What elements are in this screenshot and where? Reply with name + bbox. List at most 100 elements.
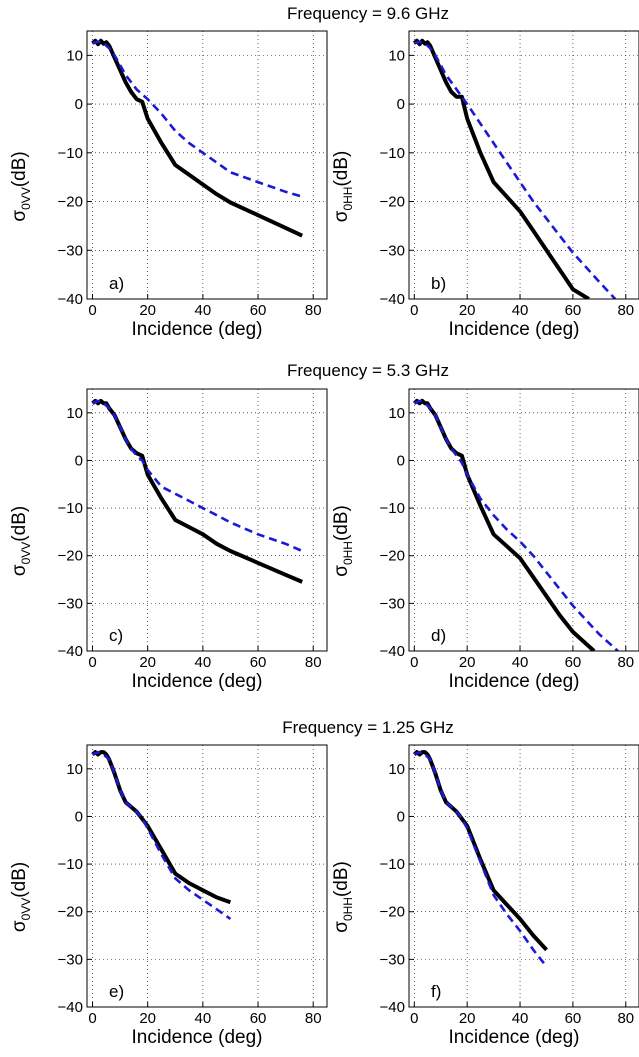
row-title-3: Frequency = 1.25 GHz (282, 718, 454, 737)
y-tick-label: −20 (58, 548, 83, 565)
y-tick-label: 10 (388, 47, 405, 64)
y-tick-label: 0 (75, 96, 83, 113)
y-tick-label: −20 (380, 904, 405, 921)
y-axis-label: σ0VV(dB) (9, 151, 33, 221)
y-axis-label: σ0HH(dB) (331, 505, 355, 577)
series-group (91, 750, 232, 920)
series-solid-line (91, 750, 232, 905)
series-group (91, 38, 304, 238)
y-tick-label: 0 (397, 452, 405, 469)
x-tick-label: 40 (512, 302, 529, 319)
x-tick-label: 60 (565, 1010, 582, 1027)
panel-label: d) (431, 626, 446, 645)
y-tick-label: −40 (58, 999, 83, 1016)
x-axis-label: Incidence (deg) (449, 1027, 580, 1048)
x-tick-label: 0 (410, 1010, 418, 1027)
series-solid-line (91, 38, 304, 238)
y-tick-label: 10 (66, 761, 83, 778)
y-tick-label: 0 (397, 96, 405, 113)
row-title-2: Frequency = 5.3 GHz (287, 361, 449, 380)
x-tick-label: 80 (617, 1010, 634, 1027)
y-tick-label: −30 (380, 951, 405, 968)
series-group (412, 38, 617, 299)
x-axis-label: Incidence (deg) (132, 319, 263, 340)
y-tick-label: 0 (397, 808, 405, 825)
x-tick-label: 80 (305, 654, 322, 671)
y-axis-label: σ0HH(dB) (331, 861, 355, 933)
x-tick-label: 60 (565, 654, 582, 671)
x-tick-label: 80 (617, 654, 634, 671)
x-tick-label: 0 (88, 654, 96, 671)
x-tick-label: 40 (195, 1010, 212, 1027)
y-tick-label: −10 (58, 856, 83, 873)
x-tick-label: 0 (88, 302, 96, 319)
x-tick-label: 0 (410, 654, 418, 671)
series-solid-line (91, 398, 303, 584)
x-tick-label: 20 (139, 302, 156, 319)
y-tick-label: −40 (380, 643, 405, 660)
series-dashed-line (92, 40, 303, 198)
y-tick-label: −10 (58, 145, 83, 162)
y-tick-label: 10 (388, 405, 405, 422)
y-tick-label: −40 (58, 291, 83, 308)
axes-frame (86, 30, 328, 300)
x-tick-label: 80 (305, 1010, 322, 1027)
x-tick-label: 40 (512, 1010, 529, 1027)
y-tick-label: 0 (75, 452, 83, 469)
y-tick-label: −30 (58, 951, 83, 968)
x-axis-label: Incidence (deg) (449, 319, 580, 340)
panel-label: f) (431, 982, 441, 1001)
y-tick-label: −40 (58, 643, 83, 660)
y-tick-label: 10 (66, 405, 83, 422)
series-group (91, 398, 303, 584)
x-tick-label: 20 (459, 654, 476, 671)
y-tick-label: 10 (66, 47, 83, 64)
y-axis-label: σ0VV(dB) (9, 862, 33, 932)
row-title-1: Frequency = 9.6 GHz (287, 4, 449, 23)
x-tick-label: 0 (88, 1010, 96, 1027)
x-tick-label: 80 (617, 302, 634, 319)
x-tick-label: 80 (305, 302, 322, 319)
y-tick-label: −30 (380, 595, 405, 612)
series-solid-line (412, 38, 590, 299)
axes-frame (408, 30, 639, 300)
series-group (412, 398, 619, 651)
y-tick-label: −30 (58, 595, 83, 612)
y-tick-label: −20 (380, 194, 405, 211)
y-tick-label: −10 (380, 145, 405, 162)
y-tick-label: −20 (58, 194, 83, 211)
axes-frame (408, 388, 639, 652)
x-tick-label: 60 (250, 654, 267, 671)
x-tick-label: 60 (250, 302, 267, 319)
series-dashed-line (91, 750, 232, 920)
x-tick-label: 40 (512, 654, 529, 671)
y-tick-label: −10 (380, 856, 405, 873)
panel-label: a) (109, 274, 124, 293)
series-group (412, 750, 548, 968)
x-tick-label: 60 (565, 302, 582, 319)
panel-label: b) (431, 274, 446, 293)
y-tick-label: −20 (380, 548, 405, 565)
y-tick-label: −20 (58, 904, 83, 921)
y-tick-label: 0 (75, 808, 83, 825)
x-axis-label: Incidence (deg) (449, 671, 580, 692)
y-tick-label: −40 (380, 291, 405, 308)
panel-label: c) (109, 626, 123, 645)
y-axis-label: σ0HH(dB) (331, 151, 355, 223)
x-tick-label: 20 (139, 1010, 156, 1027)
y-tick-label: −10 (58, 500, 83, 517)
x-tick-label: 40 (195, 302, 212, 319)
panel-label: e) (109, 982, 124, 1001)
series-solid-line (412, 398, 596, 651)
series-dashed-line (413, 40, 617, 299)
x-axis-label: Incidence (deg) (132, 1027, 263, 1048)
axes-frame (86, 388, 328, 652)
x-tick-label: 20 (459, 302, 476, 319)
